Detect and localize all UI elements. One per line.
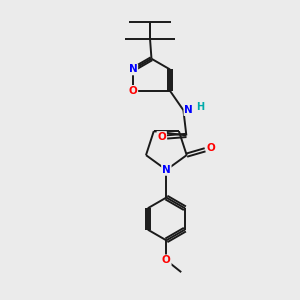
- Text: H: H: [196, 102, 204, 112]
- Text: O: O: [129, 86, 137, 96]
- Text: N: N: [162, 165, 171, 175]
- Text: N: N: [129, 64, 137, 74]
- Text: N: N: [184, 105, 193, 115]
- Text: O: O: [157, 132, 166, 142]
- Text: O: O: [162, 255, 171, 265]
- Text: O: O: [207, 143, 215, 153]
